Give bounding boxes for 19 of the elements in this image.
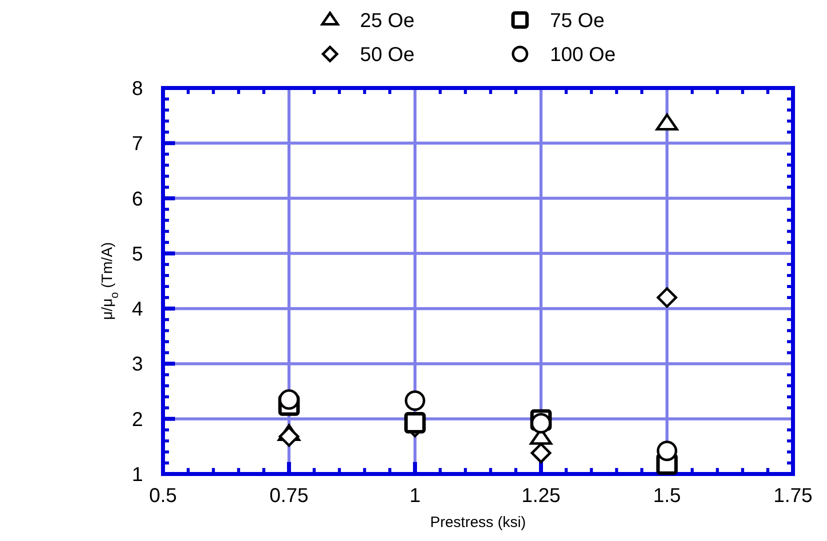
y-tick-label: 8 [132, 78, 143, 100]
y-tick-label: 7 [132, 133, 143, 156]
x-tick-label: 0.5 [149, 485, 177, 507]
y-tick-label: 1 [132, 464, 143, 486]
x-tick-label: 1.75 [774, 485, 812, 507]
y-tick-label: 5 [132, 243, 143, 266]
y-tick-label: 2 [132, 408, 143, 431]
x-axis-title: Prestress (ksi) [430, 514, 526, 531]
x-tick-label: 1.25 [522, 485, 560, 507]
y-tick-label: 6 [132, 188, 143, 210]
y-tick-label: 4 [132, 298, 143, 321]
legend-label: 75 Oe [550, 10, 604, 32]
legend-label: 25 Oe [360, 10, 414, 32]
y-tick-label: 3 [132, 354, 143, 376]
x-tick-label: 1 [409, 485, 421, 507]
legend-label: 50 Oe [360, 44, 414, 66]
x-tick-label: 0.75 [270, 485, 308, 507]
legend-label: 100 Oe [550, 44, 616, 66]
x-tick-label: 1.5 [653, 485, 681, 507]
